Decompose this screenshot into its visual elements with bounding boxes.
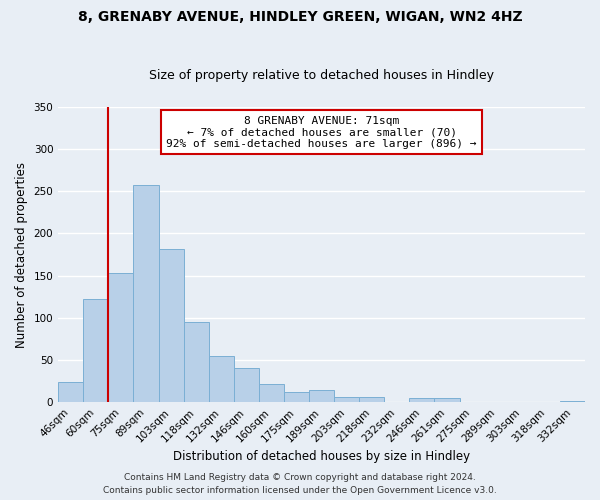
- Bar: [184, 322, 209, 402]
- Bar: [284, 392, 309, 402]
- Bar: [158, 250, 184, 402]
- Bar: [109, 273, 133, 402]
- Bar: [359, 397, 385, 402]
- Bar: [409, 398, 434, 402]
- Bar: [234, 368, 259, 402]
- Bar: [83, 299, 109, 402]
- Bar: [434, 398, 460, 402]
- X-axis label: Distribution of detached houses by size in Hindley: Distribution of detached houses by size …: [173, 450, 470, 462]
- Text: Contains HM Land Registry data © Crown copyright and database right 2024.
Contai: Contains HM Land Registry data © Crown c…: [103, 474, 497, 495]
- Y-axis label: Number of detached properties: Number of detached properties: [15, 162, 28, 348]
- Bar: [334, 397, 359, 402]
- Text: 8 GRENABY AVENUE: 71sqm
← 7% of detached houses are smaller (70)
92% of semi-det: 8 GRENABY AVENUE: 71sqm ← 7% of detached…: [166, 116, 477, 149]
- Bar: [58, 382, 83, 402]
- Bar: [259, 384, 284, 402]
- Bar: [209, 356, 234, 402]
- Bar: [309, 390, 334, 402]
- Bar: [133, 186, 158, 402]
- Bar: [560, 400, 585, 402]
- Title: Size of property relative to detached houses in Hindley: Size of property relative to detached ho…: [149, 69, 494, 82]
- Text: 8, GRENABY AVENUE, HINDLEY GREEN, WIGAN, WN2 4HZ: 8, GRENABY AVENUE, HINDLEY GREEN, WIGAN,…: [77, 10, 523, 24]
